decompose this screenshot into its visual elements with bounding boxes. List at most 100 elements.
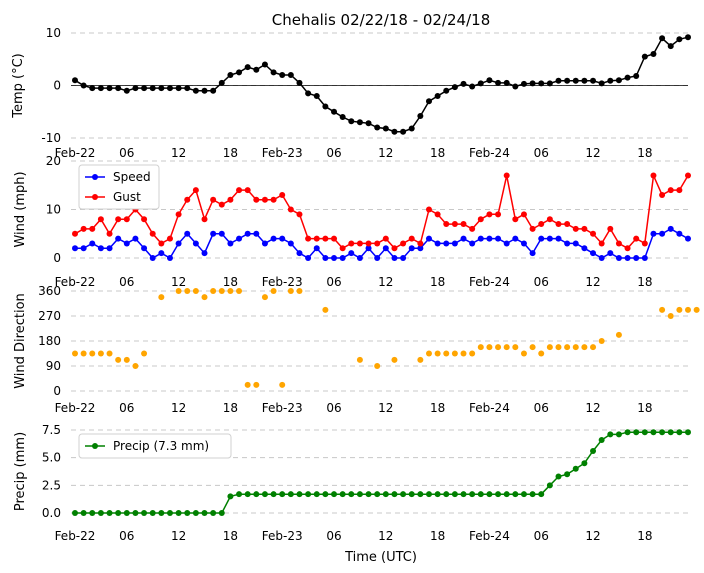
x-tick-label: 18 xyxy=(223,146,238,160)
data-point xyxy=(175,510,182,516)
data-point xyxy=(261,196,268,203)
data-point xyxy=(624,245,631,252)
data-point xyxy=(512,344,519,351)
data-point xyxy=(270,491,277,498)
data-point xyxy=(210,230,217,237)
x-tick-label: 12 xyxy=(378,529,393,543)
data-point xyxy=(192,288,199,294)
data-point xyxy=(382,245,389,252)
data-point xyxy=(685,306,691,313)
series-line xyxy=(74,36,689,133)
data-point xyxy=(400,240,407,247)
data-point xyxy=(201,216,208,223)
x-tick-label: 06 xyxy=(326,401,341,415)
data-point xyxy=(244,187,251,194)
data-point xyxy=(676,36,683,43)
data-point xyxy=(296,250,303,257)
x-tick-label: 12 xyxy=(585,146,600,160)
y-tick-label: 10 xyxy=(46,26,61,40)
data-point xyxy=(192,187,199,194)
data-point xyxy=(434,211,441,218)
data-point xyxy=(287,240,294,247)
data-point xyxy=(667,313,674,319)
data-point xyxy=(97,350,104,357)
data-point xyxy=(279,381,286,388)
data-point xyxy=(72,77,78,84)
data-point xyxy=(158,85,165,92)
y-tick-label: 7.5 xyxy=(42,423,61,437)
x-tick-label: 18 xyxy=(430,401,445,415)
y-tick-label: 270 xyxy=(38,309,61,323)
data-point xyxy=(538,80,545,87)
data-point xyxy=(296,79,303,86)
x-tick-label: 12 xyxy=(171,529,186,543)
data-point xyxy=(546,235,553,242)
data-point xyxy=(305,235,312,242)
data-point xyxy=(659,35,666,42)
data-point xyxy=(598,255,605,261)
data-point xyxy=(149,85,156,92)
data-point xyxy=(279,191,286,198)
x-tick-label: 18 xyxy=(637,529,652,543)
y-tick-label: -10 xyxy=(41,131,61,145)
data-point xyxy=(331,235,338,242)
data-point xyxy=(331,255,338,261)
data-point xyxy=(158,510,165,516)
data-point xyxy=(391,128,398,135)
data-point xyxy=(667,225,674,232)
data-point xyxy=(106,85,113,92)
data-point xyxy=(469,491,476,498)
data-point xyxy=(97,85,104,92)
data-point xyxy=(227,196,234,203)
data-point xyxy=(210,87,217,94)
data-point xyxy=(512,216,519,223)
data-point xyxy=(590,250,597,257)
data-point xyxy=(236,187,243,194)
data-point xyxy=(624,74,631,81)
data-point xyxy=(555,77,562,84)
data-point xyxy=(503,172,510,179)
x-tick-label: 06 xyxy=(326,146,341,160)
data-point xyxy=(667,43,674,50)
data-point xyxy=(253,381,260,388)
data-point xyxy=(633,429,640,436)
data-point xyxy=(555,221,562,228)
x-tick-label: 06 xyxy=(326,275,341,289)
x-tick-label: 06 xyxy=(119,275,134,289)
data-point xyxy=(495,491,502,498)
data-point xyxy=(279,235,286,242)
data-point xyxy=(400,128,407,135)
data-point xyxy=(270,69,277,76)
data-point xyxy=(132,363,139,369)
data-point xyxy=(348,240,355,247)
data-point xyxy=(477,235,484,242)
panel-4: 0.0 2.5 5.0 7.5 Precip (mm) Feb-22 06 12 18 Feb-2… xyxy=(13,423,691,543)
data-point xyxy=(184,510,191,516)
data-point xyxy=(365,240,372,247)
data-point xyxy=(581,77,588,84)
y-tick-label: 10 xyxy=(46,203,61,217)
data-point xyxy=(598,338,605,344)
x-tick-label: 06 xyxy=(326,529,341,543)
data-point xyxy=(201,510,208,516)
data-point xyxy=(322,306,329,313)
data-point xyxy=(391,245,398,252)
x-tick-label: 06 xyxy=(119,529,134,543)
data-point xyxy=(538,491,545,498)
data-point xyxy=(538,221,545,228)
data-point xyxy=(555,235,562,242)
data-point xyxy=(451,350,458,357)
data-point xyxy=(106,245,113,252)
data-point xyxy=(460,491,467,498)
data-point xyxy=(270,235,277,242)
data-point xyxy=(261,240,268,247)
data-point xyxy=(538,235,545,242)
data-point xyxy=(486,344,493,351)
data-point xyxy=(529,344,536,351)
data-point xyxy=(356,255,363,261)
x-tick-label: 12 xyxy=(585,275,600,289)
data-point xyxy=(374,363,381,369)
data-point xyxy=(425,206,432,213)
data-point xyxy=(339,245,346,252)
data-point xyxy=(270,196,277,203)
